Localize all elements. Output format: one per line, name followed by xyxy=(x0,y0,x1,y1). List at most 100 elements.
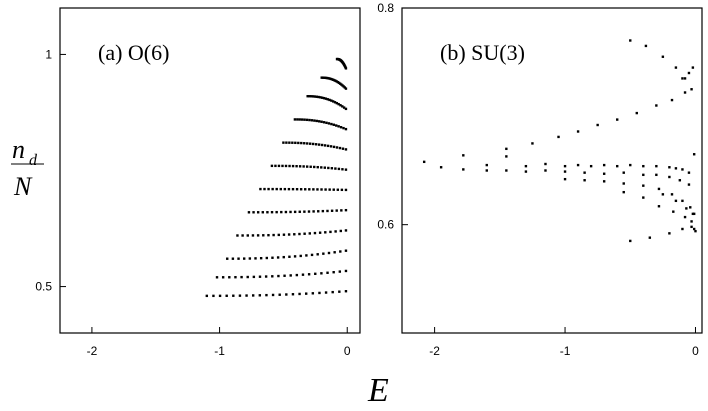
data-point xyxy=(261,211,264,214)
data-point xyxy=(324,291,328,294)
data-point xyxy=(670,98,674,102)
data-point xyxy=(311,142,315,146)
data-point xyxy=(323,166,327,169)
data-point xyxy=(657,205,661,208)
data-point xyxy=(282,141,285,144)
data-point xyxy=(298,118,301,121)
data-point xyxy=(505,147,508,151)
data-point xyxy=(334,230,337,233)
data-point xyxy=(338,146,342,150)
data-point xyxy=(306,95,309,98)
data-point xyxy=(274,164,277,168)
data-point xyxy=(681,168,684,171)
data-point xyxy=(335,146,339,149)
data-point xyxy=(655,104,658,107)
panel-a-marks xyxy=(205,57,348,298)
data-point xyxy=(648,236,652,239)
data-point xyxy=(254,257,257,260)
data-point xyxy=(340,188,344,192)
data-point xyxy=(340,209,343,212)
data-point xyxy=(315,119,318,123)
data-point xyxy=(655,173,658,177)
data-point xyxy=(293,210,297,214)
data-point xyxy=(277,233,280,237)
data-point xyxy=(266,211,269,214)
data-point xyxy=(293,118,297,121)
data-point xyxy=(683,77,687,80)
data-point xyxy=(295,164,298,168)
data-point xyxy=(313,231,317,235)
data-point xyxy=(576,130,580,133)
data-point xyxy=(322,121,326,124)
data-point xyxy=(291,164,295,168)
data-point xyxy=(297,141,300,145)
data-point xyxy=(295,188,299,191)
data-point xyxy=(265,256,269,260)
data-point xyxy=(246,234,249,237)
data-point xyxy=(307,210,311,213)
data-point xyxy=(320,143,324,147)
data-point xyxy=(321,209,325,213)
data-point xyxy=(485,169,488,172)
data-point xyxy=(303,232,306,235)
data-point xyxy=(316,165,319,169)
x-tick-label: -1 xyxy=(560,344,571,358)
data-point xyxy=(294,141,297,145)
data-point xyxy=(282,233,286,236)
data-point xyxy=(344,127,348,131)
data-point xyxy=(691,212,695,216)
data-point xyxy=(308,95,311,98)
data-point xyxy=(231,257,235,260)
data-point xyxy=(616,118,619,121)
data-point xyxy=(335,209,338,212)
data-point xyxy=(622,190,625,194)
data-point xyxy=(683,91,687,94)
panel-a-label: (a) O(6) xyxy=(98,40,169,65)
data-point xyxy=(279,187,282,191)
data-point xyxy=(308,232,311,235)
data-point xyxy=(602,163,606,167)
x-tick-label: -2 xyxy=(87,344,98,358)
data-point xyxy=(313,165,316,169)
x-tick-label: 0 xyxy=(692,344,699,358)
data-point xyxy=(642,196,645,199)
data-point xyxy=(288,164,291,168)
data-point xyxy=(247,211,251,214)
data-point xyxy=(333,251,336,254)
data-point xyxy=(288,255,291,258)
data-point xyxy=(320,166,323,169)
data-point xyxy=(335,124,338,127)
data-point xyxy=(251,234,255,237)
data-point xyxy=(338,290,341,293)
data-point xyxy=(317,143,321,146)
data-point xyxy=(289,274,292,277)
data-point xyxy=(308,118,311,122)
data-point xyxy=(277,274,280,278)
data-point xyxy=(270,164,274,168)
data-point xyxy=(296,118,299,121)
data-point xyxy=(524,170,528,173)
data-point xyxy=(318,120,321,123)
panel-a-frame xyxy=(59,7,361,334)
data-point xyxy=(330,122,333,126)
data-point xyxy=(303,142,306,145)
data-point xyxy=(689,206,692,209)
data-point xyxy=(589,164,593,168)
data-point xyxy=(320,120,323,123)
data-point xyxy=(337,102,340,106)
data-point xyxy=(278,293,281,296)
data-point xyxy=(271,293,275,297)
data-point xyxy=(324,97,328,100)
data-point xyxy=(326,98,329,101)
data-point xyxy=(256,234,260,237)
data-point xyxy=(318,231,322,234)
data-point xyxy=(661,55,665,58)
data-point xyxy=(334,167,337,170)
data-point xyxy=(332,188,335,191)
data-point xyxy=(327,166,330,170)
data-point xyxy=(531,142,534,145)
data-point xyxy=(642,173,645,177)
data-point xyxy=(344,290,348,293)
data-point xyxy=(320,272,323,275)
data-point xyxy=(563,170,567,173)
